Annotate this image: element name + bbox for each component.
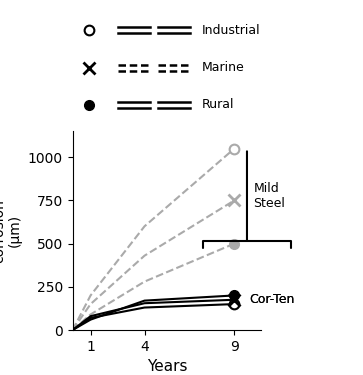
Text: Industrial: Industrial: [202, 24, 261, 36]
Text: Cor-Ten: Cor-Ten: [250, 293, 295, 306]
Text: Marine: Marine: [202, 61, 245, 74]
X-axis label: Years: Years: [147, 359, 187, 374]
Y-axis label: Total
corrosion
(μm): Total corrosion (μm): [0, 199, 22, 262]
Text: Cor-Ten: Cor-Ten: [250, 293, 295, 306]
Text: Rural: Rural: [202, 99, 234, 111]
Text: Mild
Steel: Mild Steel: [253, 182, 285, 210]
